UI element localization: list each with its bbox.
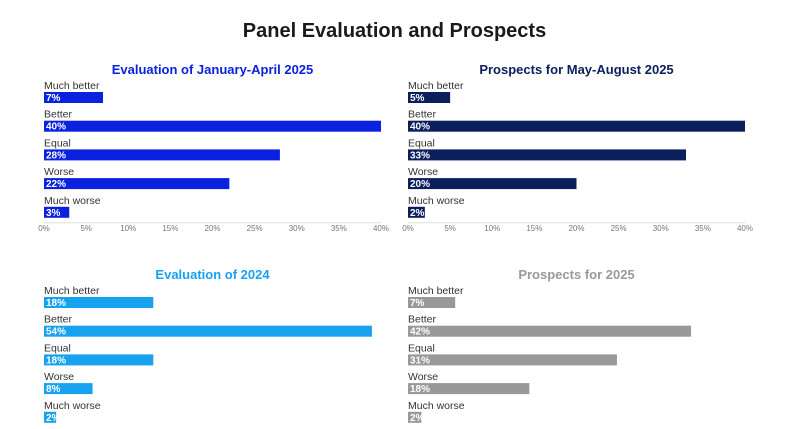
x-tick-label: 25% bbox=[247, 224, 263, 233]
bar-worse bbox=[44, 383, 93, 395]
bar-much-worse bbox=[44, 411, 57, 423]
bar-much-worse bbox=[408, 206, 425, 218]
bar-equal bbox=[408, 149, 687, 161]
x-tick-label: 15% bbox=[526, 224, 542, 233]
category-label-much-worse: Much worse bbox=[44, 400, 101, 412]
category-label-much-better: Much better bbox=[408, 80, 464, 92]
x-tick-label: 0% bbox=[38, 224, 50, 233]
category-label-better: Better bbox=[44, 109, 73, 121]
bar-worse bbox=[408, 383, 530, 395]
x-tick-label: 15% bbox=[162, 224, 178, 233]
category-label-worse: Worse bbox=[44, 371, 74, 383]
bar-equal bbox=[44, 354, 154, 366]
category-label-worse: Worse bbox=[408, 371, 438, 383]
bar-much-better bbox=[44, 92, 103, 103]
bar-equal bbox=[44, 149, 280, 161]
category-label-equal: Equal bbox=[408, 137, 435, 149]
bar-worse bbox=[408, 178, 577, 190]
x-tick-label: 10% bbox=[484, 224, 500, 233]
x-tick-label: 20% bbox=[568, 224, 584, 233]
bar-equal bbox=[408, 354, 617, 366]
category-label-much-better: Much better bbox=[44, 285, 100, 297]
bar-much-better bbox=[408, 92, 451, 103]
bar-better bbox=[44, 120, 381, 132]
page-title: Panel Evaluation and Prospects bbox=[242, 20, 547, 42]
category-label-worse: Worse bbox=[44, 166, 74, 178]
x-tick-label: 30% bbox=[289, 224, 305, 233]
x-tick-label: 35% bbox=[331, 224, 347, 233]
value-label-equal: 28% bbox=[46, 150, 66, 161]
x-tick-label: 25% bbox=[611, 224, 627, 233]
value-label-equal: 18% bbox=[46, 355, 66, 366]
bar-better bbox=[408, 325, 692, 337]
value-label-better: 40% bbox=[46, 122, 66, 133]
category-label-better: Better bbox=[408, 109, 437, 121]
x-tick-label: 30% bbox=[653, 224, 669, 233]
bar-much-better bbox=[44, 297, 154, 308]
category-label-better: Better bbox=[44, 314, 73, 326]
bar-much-worse bbox=[408, 411, 422, 423]
value-label-worse: 22% bbox=[46, 179, 66, 190]
x-tick-label: 0% bbox=[402, 224, 414, 233]
x-tick-label: 5% bbox=[80, 224, 92, 233]
value-label-much-better: 7% bbox=[46, 93, 61, 104]
category-label-equal: Equal bbox=[44, 137, 71, 149]
x-tick-label: 35% bbox=[695, 224, 711, 233]
value-label-much-better: 5% bbox=[410, 93, 425, 104]
x-tick-label: 20% bbox=[204, 224, 220, 233]
chart-panel-prospects-may-aug-2025: Prospects for May-August 2025 Much better… bbox=[402, 62, 753, 233]
category-label-equal: Equal bbox=[408, 342, 435, 354]
value-label-much-worse: 2% bbox=[410, 208, 425, 219]
category-label-much-worse: Much worse bbox=[408, 195, 465, 207]
chart-title: Prospects for 2025 bbox=[518, 267, 634, 282]
chart-title: Evaluation of January-April 2025 bbox=[112, 62, 314, 77]
category-label-better: Better bbox=[408, 314, 437, 326]
bar-worse bbox=[44, 178, 230, 190]
bar-much-worse bbox=[44, 206, 70, 218]
value-label-better: 42% bbox=[410, 327, 430, 338]
bar-better bbox=[44, 325, 372, 337]
value-label-much-worse: 3% bbox=[46, 208, 61, 219]
category-label-much-worse: Much worse bbox=[44, 195, 101, 207]
x-tick-label: 40% bbox=[373, 224, 389, 233]
category-label-much-better: Much better bbox=[408, 285, 464, 297]
value-label-much-worse: 2% bbox=[410, 413, 425, 424]
value-label-much-better: 7% bbox=[410, 298, 425, 309]
x-tick-label: 10% bbox=[120, 224, 136, 233]
bar-better bbox=[408, 120, 745, 132]
chart-title: Evaluation of 2024 bbox=[155, 267, 270, 282]
category-label-equal: Equal bbox=[44, 342, 71, 354]
value-label-worse: 20% bbox=[410, 179, 430, 190]
value-label-worse: 8% bbox=[46, 384, 61, 395]
category-label-worse: Worse bbox=[408, 166, 438, 178]
value-label-much-worse: 2% bbox=[46, 413, 61, 424]
category-label-much-better: Much better bbox=[44, 80, 100, 92]
value-label-much-better: 18% bbox=[46, 298, 66, 309]
x-tick-label: 40% bbox=[737, 224, 753, 233]
bar-much-better bbox=[408, 297, 456, 308]
value-label-better: 54% bbox=[46, 327, 66, 338]
value-label-better: 40% bbox=[410, 122, 430, 133]
x-tick-label: 5% bbox=[444, 224, 456, 233]
category-label-much-worse: Much worse bbox=[408, 400, 465, 412]
chart-panel-eval-jan-apr-2025: Evaluation of January-April 2025 Much bet… bbox=[38, 62, 389, 233]
value-label-worse: 18% bbox=[410, 384, 430, 395]
value-label-equal: 33% bbox=[410, 150, 430, 161]
chart-title: Prospects for May-August 2025 bbox=[479, 62, 673, 77]
value-label-equal: 31% bbox=[410, 355, 430, 366]
